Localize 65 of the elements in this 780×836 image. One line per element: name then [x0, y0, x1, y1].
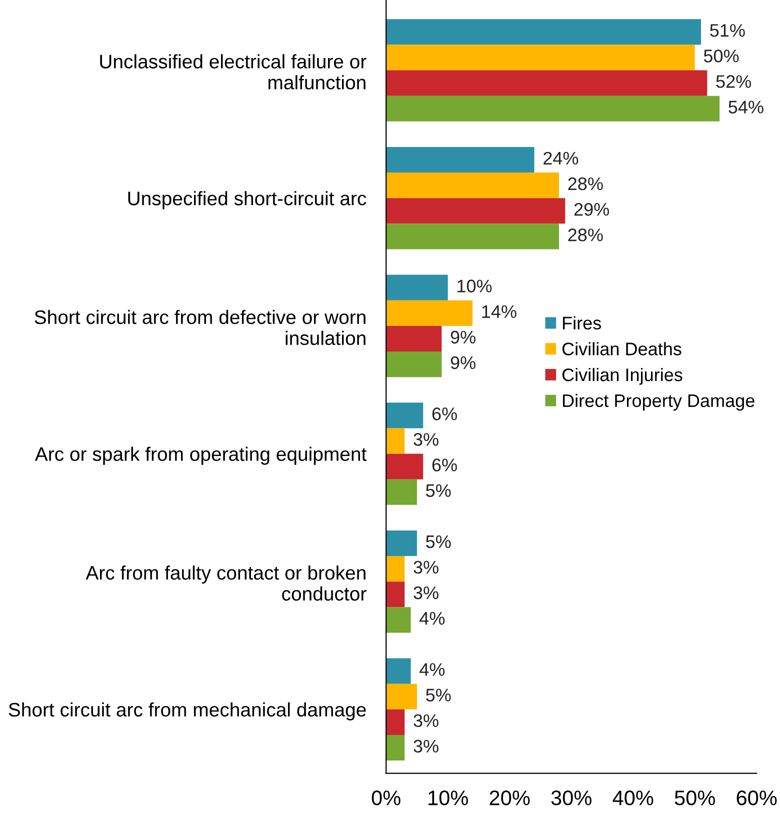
bar [386, 19, 702, 45]
y-tick-label: Unclassified electrical failure or malfunction [100, 54, 366, 90]
data-label: 5% [426, 535, 451, 548]
bar [386, 607, 411, 633]
x-tick-label: 40% [612, 790, 654, 806]
x-tick-label: 60% [736, 790, 777, 806]
bar [386, 224, 559, 250]
data-label: 24% [544, 152, 578, 165]
bar [386, 479, 417, 505]
y-tick-label: Short circuit arc from defective or worn insulation [34, 310, 366, 346]
bar [386, 684, 417, 710]
y-tick-label: Arc or spark from operating equipment [34, 446, 367, 465]
bar [386, 582, 405, 608]
data-label: 29% [574, 202, 610, 216]
bar [386, 96, 720, 122]
y-tick-label: Unspecified short-circuit arc [128, 191, 366, 210]
legend-label: Civilian Injuries [562, 368, 682, 385]
bar [386, 556, 405, 582]
y-tick-label: Arc from faulty contact or broken conductor [86, 565, 366, 601]
bar [386, 198, 566, 224]
bar [386, 172, 559, 198]
data-label: 9% [450, 330, 476, 344]
bar [386, 274, 448, 300]
data-label: 28% [568, 228, 603, 242]
x-tick-label: 30% [551, 790, 592, 806]
data-label: 3% [414, 586, 438, 600]
bar [386, 300, 473, 326]
bar [386, 402, 424, 428]
data-label: 50% [704, 50, 739, 62]
data-label: 5% [426, 484, 451, 497]
legend-label: Direct Property Damage [562, 394, 754, 411]
data-label: 3% [414, 714, 438, 728]
data-label: 10% [458, 280, 492, 292]
data-label: 51% [710, 24, 745, 37]
data-label: 4% [420, 612, 445, 625]
x-tick-label: 10% [428, 790, 468, 806]
bar [386, 709, 405, 735]
data-label: 14% [482, 305, 516, 318]
data-label: 4% [420, 663, 445, 676]
data-label: 6% [432, 458, 457, 472]
bar [386, 530, 417, 556]
bar [386, 352, 442, 378]
bar [386, 326, 442, 352]
bar [386, 44, 695, 70]
data-label: 3% [414, 560, 438, 574]
data-label: 28% [568, 177, 603, 190]
data-label: 3% [414, 740, 438, 753]
x-tick-label: 20% [490, 790, 530, 806]
bar [386, 454, 424, 480]
data-label: 52% [716, 75, 752, 88]
data-label: 6% [432, 407, 457, 420]
bar [386, 428, 405, 454]
data-label: 9% [450, 356, 476, 370]
bar [386, 146, 534, 173]
bar [386, 658, 411, 684]
data-label: 3% [414, 433, 438, 446]
legend-label: Fires [562, 316, 601, 330]
x-tick-label: 0% [372, 790, 400, 806]
bar [386, 734, 405, 761]
y-tick-label: Short circuit arc from mechanical damage [8, 702, 366, 720]
legend-label: Civilian Deaths [562, 342, 682, 356]
bar [386, 70, 708, 96]
x-tick-label: 50% [674, 790, 715, 806]
data-label: 54% [728, 100, 764, 114]
data-label: 5% [426, 688, 451, 702]
